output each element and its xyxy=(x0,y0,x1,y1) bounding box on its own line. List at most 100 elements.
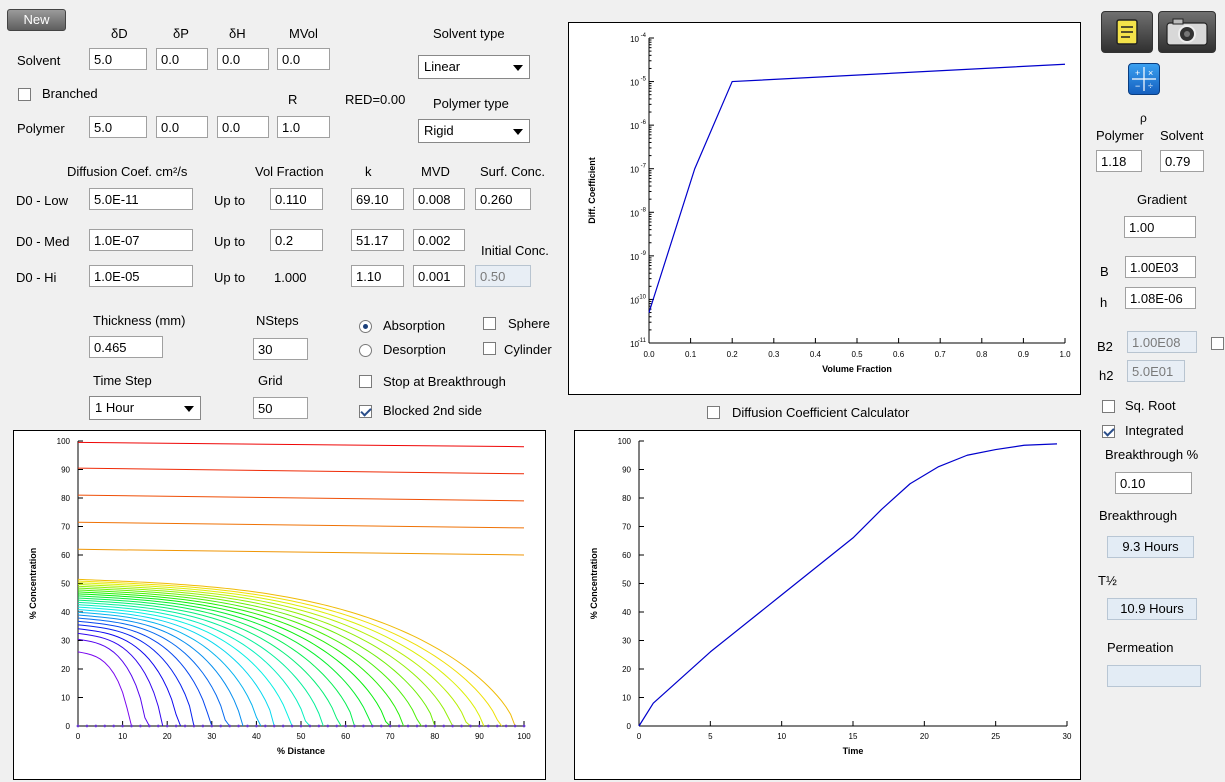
grid-point xyxy=(103,724,107,728)
solvent-dH-input[interactable] xyxy=(217,48,269,70)
vol-hi-value: 1.000 xyxy=(274,270,307,285)
grid-input[interactable] xyxy=(253,397,308,419)
mvd-low-input[interactable] xyxy=(413,188,465,210)
timestep-select[interactable]: 1 Hour xyxy=(89,396,201,420)
timestep-value: 1 Hour xyxy=(95,400,135,415)
k-hi-input[interactable] xyxy=(351,265,404,287)
k-low-input[interactable] xyxy=(351,188,404,210)
profile-line-18 xyxy=(77,591,405,727)
profile-line-14 xyxy=(77,599,342,727)
grid-point xyxy=(442,724,446,728)
thickness-input[interactable] xyxy=(89,336,163,358)
y-tick-exponent: -5 xyxy=(641,77,647,83)
gradient-label: Gradient xyxy=(1137,192,1187,207)
y-tick-label: 50 xyxy=(61,580,70,589)
permeation-value xyxy=(1107,665,1201,687)
breakthrough-pct-input[interactable] xyxy=(1115,472,1192,494)
concentration-time-chart: 0 10 20 30 40 50 60 70 80 90 100 0 5 10 15 20 25 30 Time % … xyxy=(574,430,1081,780)
grid-label: Grid xyxy=(258,373,283,388)
x-tick-label: 25 xyxy=(991,732,1000,741)
stop-breakthrough-checkbox[interactable] xyxy=(359,375,372,388)
y-tick-exponent: -8 xyxy=(641,207,647,213)
grid-point xyxy=(397,724,401,728)
chevron-down-icon xyxy=(184,406,194,412)
notes-button[interactable] xyxy=(1101,11,1153,53)
diff-calculator-label: Diffusion Coefficient Calculator xyxy=(732,405,910,420)
d0-hi-input[interactable] xyxy=(89,265,193,287)
x-tick-label: 10 xyxy=(118,732,127,741)
k-med-input[interactable] xyxy=(351,229,404,251)
vol-med-input[interactable] xyxy=(270,229,323,251)
y-tick-label: 10 xyxy=(630,340,639,349)
thickness-label: Thickness (mm) xyxy=(93,313,186,328)
diff-calculator-checkbox[interactable] xyxy=(707,406,720,419)
branched-checkbox[interactable] xyxy=(18,88,31,101)
sphere-checkbox[interactable] xyxy=(483,317,496,330)
d0-low-input[interactable] xyxy=(89,188,193,210)
y-tick-label: 50 xyxy=(622,580,631,589)
d0-med-input[interactable] xyxy=(89,229,193,251)
gradient-input[interactable] xyxy=(1124,216,1196,238)
h2-input[interactable] xyxy=(1127,360,1185,382)
diff-coef-header: Diffusion Coef. cm²/s xyxy=(67,164,188,179)
initial-conc-input[interactable] xyxy=(475,265,531,287)
x-tick-label: 0 xyxy=(637,732,642,741)
red-value: RED=0.00 xyxy=(345,92,406,107)
desorption-radio[interactable] xyxy=(359,344,372,357)
profile-line-26 xyxy=(77,548,525,556)
profile-line-23 xyxy=(77,582,485,727)
y-tick-label: 20 xyxy=(61,665,70,674)
y-tick-label: 10 xyxy=(630,166,639,175)
polymer-r-input[interactable] xyxy=(277,116,330,138)
calculator-button[interactable]: + × − ÷ xyxy=(1128,63,1160,95)
b2-checkbox[interactable] xyxy=(1211,337,1224,350)
grid-point xyxy=(370,724,374,728)
h-input[interactable] xyxy=(1125,287,1196,309)
rho-solvent-input[interactable] xyxy=(1160,150,1204,172)
solvent-type-select[interactable]: Linear xyxy=(418,55,530,79)
polymer-type-select[interactable]: Rigid xyxy=(418,119,530,143)
solvent-dD-input[interactable] xyxy=(89,48,147,70)
grid-point xyxy=(504,724,508,728)
breakthrough-value: 9.3 Hours xyxy=(1107,536,1194,558)
grid-point xyxy=(121,724,124,728)
grid-point xyxy=(299,724,303,728)
absorption-radio[interactable] xyxy=(359,320,372,333)
x-tick-label: 0.0 xyxy=(643,350,655,359)
surf-conc-input[interactable] xyxy=(475,188,531,210)
b-input[interactable] xyxy=(1125,256,1196,278)
integrated-checkbox[interactable] xyxy=(1102,425,1115,438)
cylinder-checkbox[interactable] xyxy=(483,342,496,355)
sq-root-checkbox[interactable] xyxy=(1102,400,1115,413)
polymer-dH-input[interactable] xyxy=(217,116,269,138)
t-half-value: 10.9 Hours xyxy=(1107,598,1197,620)
profile-line-4 xyxy=(77,628,182,727)
polymer-dD-input[interactable] xyxy=(89,116,147,138)
grid-point xyxy=(237,724,240,728)
y-tick-exponent: -11 xyxy=(638,338,647,344)
rho-polymer-input[interactable] xyxy=(1096,150,1142,172)
blocked-2nd-side-checkbox[interactable] xyxy=(359,405,372,418)
solvent-dP-input[interactable] xyxy=(156,48,208,70)
stop-breakthrough-label: Stop at Breakthrough xyxy=(383,374,506,389)
y-tick-label: 60 xyxy=(622,551,631,560)
mvd-hi-input[interactable] xyxy=(413,265,465,287)
profile-line-13 xyxy=(77,601,324,727)
vol-low-input[interactable] xyxy=(270,188,323,210)
y-axis-label: Diff. Coefficient xyxy=(587,157,597,224)
svg-text:÷: ÷ xyxy=(1148,81,1153,91)
y-tick-label: 10 xyxy=(61,694,70,703)
mvd-med-input[interactable] xyxy=(413,229,465,251)
grid-point xyxy=(219,724,223,728)
solvent-mvol-input[interactable] xyxy=(277,48,330,70)
profile-line-28 xyxy=(77,494,525,502)
profile-line-5 xyxy=(77,624,195,727)
d0-med-label: D0 - Med xyxy=(16,234,70,249)
camera-button[interactable] xyxy=(1158,11,1216,53)
polymer-dP-input[interactable] xyxy=(156,116,208,138)
grid-point xyxy=(335,724,339,728)
new-button[interactable]: New xyxy=(7,9,66,31)
b2-input[interactable] xyxy=(1127,331,1197,353)
nsteps-input[interactable] xyxy=(253,338,308,360)
y-tick-label: 20 xyxy=(622,665,631,674)
